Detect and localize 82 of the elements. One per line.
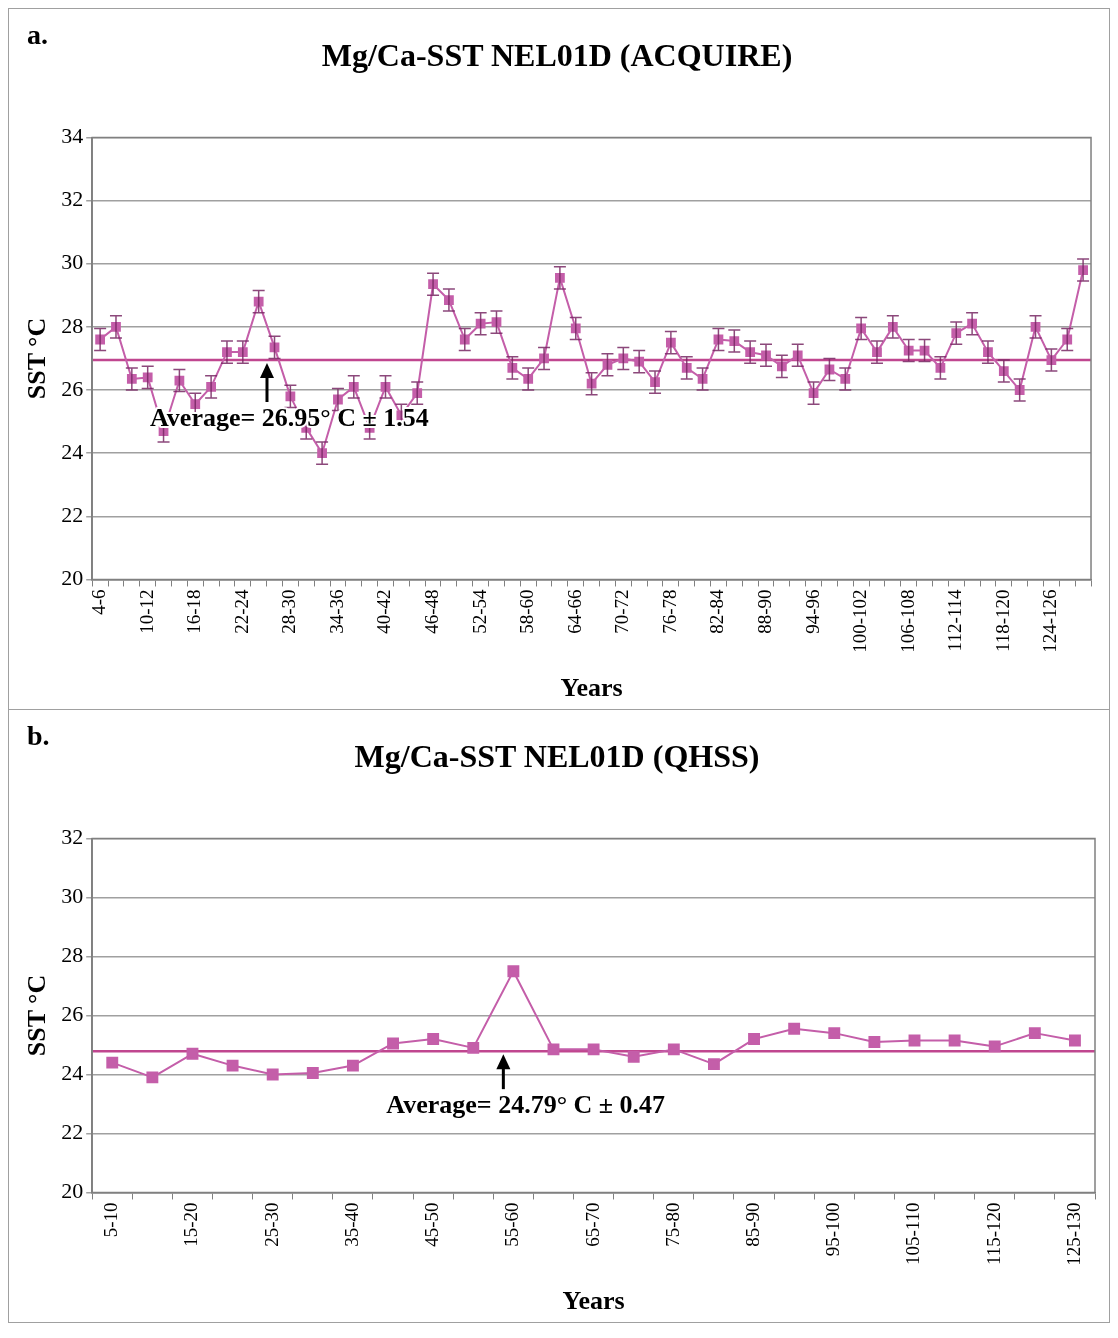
- x-tick-label: 88-90: [753, 589, 775, 634]
- y-tick-label: 32: [61, 824, 84, 850]
- point: [587, 1043, 600, 1056]
- x-tick-label: 106-108: [896, 589, 918, 653]
- point: [988, 1040, 1001, 1053]
- point: [226, 1059, 239, 1072]
- point: [828, 1027, 841, 1040]
- x-tick-label: 70-72: [611, 589, 633, 634]
- point: [146, 1071, 159, 1084]
- x-tick-label: 35-40: [340, 1202, 362, 1247]
- point: [427, 1033, 440, 1045]
- x-axis-title: Years: [562, 1286, 625, 1316]
- y-tick-label: 30: [61, 883, 84, 909]
- y-tick-label: 28: [61, 942, 84, 968]
- point: [707, 1058, 720, 1071]
- y-tick-label: 20: [61, 1178, 84, 1204]
- x-tick-label: 100-102: [849, 589, 871, 653]
- point: [1028, 1027, 1041, 1040]
- x-tick-label: 115-120: [982, 1202, 1004, 1266]
- chart-title: Mg/Ca-SST NEL01D (QHSS): [354, 738, 760, 775]
- x-tick-label: 10-12: [135, 589, 157, 634]
- y-tick-label: 20: [61, 565, 84, 591]
- point: [667, 1043, 680, 1056]
- chart-title: Mg/Ca-SST NEL01D (ACQUIRE): [321, 37, 793, 74]
- y-tick-label: 26: [61, 375, 84, 401]
- point: [627, 1050, 640, 1063]
- point: [266, 1068, 279, 1081]
- x-tick-label: 25-30: [260, 1202, 282, 1247]
- x-tick-label: 64-66: [563, 589, 585, 634]
- point: [788, 1022, 801, 1035]
- point: [306, 1067, 319, 1079]
- x-tick-label: 22-24: [230, 588, 252, 634]
- x-tick-label: 55-60: [501, 1202, 523, 1247]
- x-tick-label: 52-54: [468, 588, 490, 634]
- x-tick-label: 112-114: [944, 588, 966, 652]
- point: [948, 1034, 961, 1047]
- y-tick-label: 22: [61, 1119, 84, 1145]
- point: [1068, 1034, 1081, 1047]
- x-tick-label: 28-30: [278, 589, 300, 634]
- x-tick-label: 16-18: [183, 589, 205, 634]
- x-tick-label: 46-48: [421, 589, 443, 634]
- x-tick-label: 85-90: [742, 1202, 764, 1247]
- x-tick-label: 105-110: [902, 1202, 924, 1266]
- y-tick-label: 26: [61, 1001, 84, 1027]
- y-tick-label: 32: [61, 186, 84, 212]
- x-tick-label: 58-60: [516, 589, 538, 634]
- y-axis-title: SST °C: [22, 974, 52, 1057]
- point: [387, 1037, 399, 1050]
- x-tick-label: 34-36: [325, 589, 347, 634]
- x-tick-label: 118-120: [991, 589, 1013, 653]
- x-tick-label: 94-96: [801, 589, 823, 634]
- x-tick-label: 5-10: [100, 1202, 122, 1238]
- x-tick-label: 75-80: [661, 1202, 683, 1247]
- point: [186, 1047, 199, 1060]
- x-axis-title: Years: [560, 673, 623, 703]
- x-tick-label: 82-84: [706, 588, 728, 634]
- x-tick-label: 40-42: [373, 589, 395, 634]
- point: [868, 1036, 881, 1048]
- x-tick-label: 125-130: [1062, 1202, 1084, 1266]
- y-tick-label: 22: [61, 502, 84, 528]
- text: b.: [27, 720, 50, 752]
- y-tick-label: 28: [61, 312, 84, 338]
- y-tick-label: 24: [61, 438, 84, 464]
- point: [346, 1059, 359, 1072]
- y-axis-title: SST °C: [22, 317, 52, 400]
- x-tick-label: 65-70: [581, 1202, 603, 1247]
- point: [507, 965, 520, 978]
- point: [106, 1056, 119, 1069]
- x-tick-label: 76-78: [658, 589, 680, 634]
- x-tick-label: 45-50: [421, 1202, 443, 1247]
- point: [467, 1041, 480, 1054]
- point: [748, 1033, 760, 1045]
- ref-line-label: Average= 24.79° C ± 0.47: [386, 1090, 666, 1120]
- y-tick-label: 24: [61, 1060, 84, 1086]
- y-tick-label: 30: [61, 249, 84, 275]
- x-tick-label: 124-126: [1039, 589, 1061, 653]
- x-tick-label: 4-6: [88, 589, 110, 615]
- x-tick-label: 15-20: [180, 1202, 202, 1247]
- text: a.: [27, 19, 48, 51]
- point: [547, 1043, 560, 1056]
- y-tick-label: 34: [61, 123, 84, 149]
- x-tick-label: 95-100: [822, 1202, 844, 1257]
